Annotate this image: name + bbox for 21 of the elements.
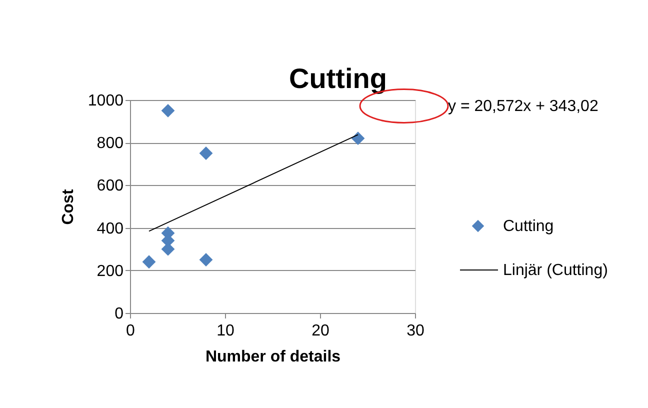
chart-title: Cutting <box>289 63 387 94</box>
text: y = 20,572x + 343,02 <box>448 98 598 115</box>
y-tick-label: 1000 <box>88 92 124 110</box>
point <box>351 132 365 146</box>
y-tick-label: 200 <box>96 262 124 280</box>
x-axis-title: Number of details <box>205 348 341 366</box>
legend-label: Linjär (Cutting) <box>503 262 608 279</box>
y-tick-label: 400 <box>96 220 124 238</box>
point <box>199 253 213 266</box>
y-axis-title: Cost <box>60 188 77 225</box>
point <box>199 146 213 160</box>
x-tick-label: 30 <box>406 322 424 340</box>
y-tick-label: 0 <box>114 306 124 322</box>
legend-label: Cutting <box>503 218 554 235</box>
y-tick-label: 600 <box>96 178 124 195</box>
point <box>161 104 175 118</box>
x-tick-label: 0 <box>126 322 136 340</box>
y-tick-label: 800 <box>96 135 124 152</box>
x-tick-label: 10 <box>216 322 234 340</box>
point <box>142 255 156 269</box>
x-tick-label: 20 <box>312 322 330 340</box>
